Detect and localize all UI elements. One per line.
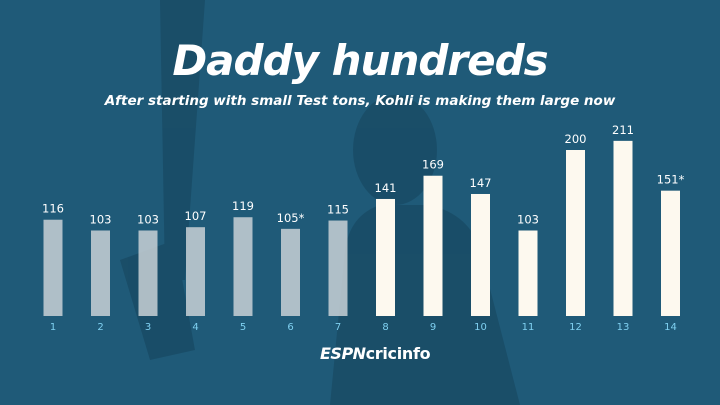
bar-13 [613,140,633,316]
value-label-6: 105* [277,211,305,225]
logo-espn: ESPN [320,344,366,363]
x-tick-label-11: 11 [522,322,535,333]
espncricinfo-logo: ESPNcricinfo [320,344,431,363]
bar-2 [91,230,110,316]
value-label-2: 103 [90,213,112,227]
x-tick-label-1: 1 [50,322,56,333]
x-tick-label-6: 6 [287,322,293,333]
bar-10 [471,193,490,316]
bar-6 [281,228,300,316]
x-tick-label-13: 13 [617,322,630,333]
value-label-4: 107 [185,209,207,223]
value-label-14: 151* [657,173,685,187]
value-label-11: 103 [517,213,539,227]
bar-5 [233,217,253,316]
x-tick-label-8: 8 [382,322,388,333]
x-tick-label-5: 5 [240,322,246,333]
x-tick-label-3: 3 [145,322,151,333]
bar-12 [566,150,585,316]
bar-8 [376,198,395,316]
bar-9 [423,175,443,316]
bar-11 [518,230,538,316]
value-label-12: 200 [565,132,587,146]
value-label-8: 141 [375,181,397,195]
bar-1 [43,219,63,316]
x-tick-label-9: 9 [430,322,436,333]
chart-subtitle: After starting with small Test tons, Koh… [104,93,616,109]
x-tick-label-10: 10 [474,322,487,333]
x-tick-label-7: 7 [335,322,341,333]
value-label-3: 103 [137,213,159,227]
bar-14 [661,190,680,316]
value-label-7: 115 [327,203,349,217]
value-label-5: 119 [232,199,254,213]
value-label-13: 211 [612,123,634,137]
x-tick-label-12: 12 [569,322,582,333]
value-label-9: 169 [422,158,444,172]
bar-7 [328,220,348,316]
chart-title: Daddy hundreds [172,36,548,85]
value-label-10: 147 [470,176,492,190]
bar-4 [186,227,205,316]
logo-cricinfo: cricinfo [365,344,431,363]
x-tick-label-14: 14 [664,322,677,333]
bar-3 [138,230,158,316]
x-tick-label-2: 2 [97,322,103,333]
x-tick-label-4: 4 [192,322,198,333]
value-label-1: 116 [42,202,64,216]
